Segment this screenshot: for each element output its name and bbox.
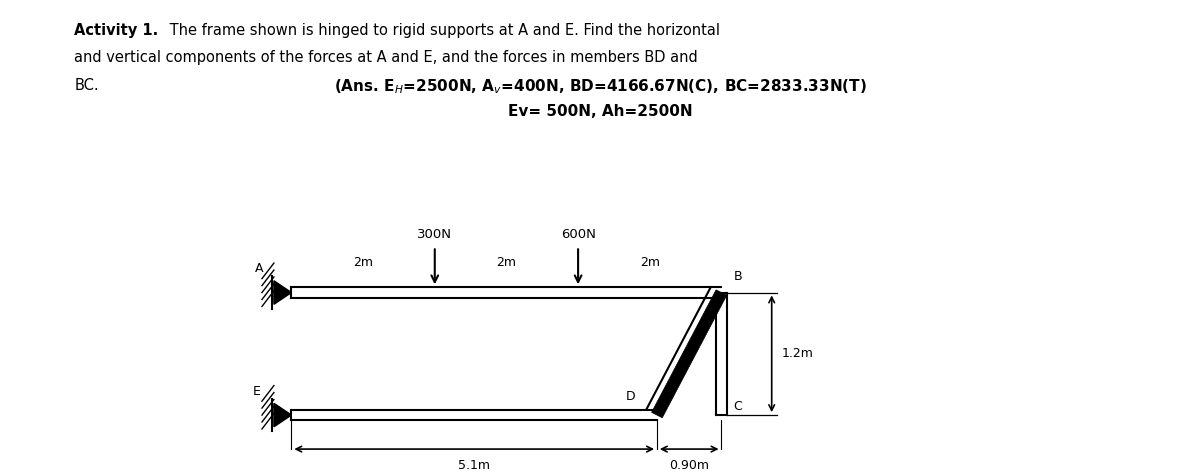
Text: 1.2m: 1.2m bbox=[781, 347, 814, 360]
Text: Ev= 500N, Ah=2500N: Ev= 500N, Ah=2500N bbox=[508, 104, 692, 119]
Text: 300N: 300N bbox=[418, 228, 452, 240]
Polygon shape bbox=[652, 290, 727, 418]
Text: and vertical components of the forces at A and E, and the forces in members BD a: and vertical components of the forces at… bbox=[74, 50, 698, 65]
Text: 2m: 2m bbox=[497, 256, 516, 269]
Text: Activity 1.: Activity 1. bbox=[74, 23, 158, 38]
Text: A: A bbox=[256, 262, 264, 275]
Text: 5.1m: 5.1m bbox=[458, 459, 490, 472]
Text: The frame shown is hinged to rigid supports at A and E. Find the horizontal: The frame shown is hinged to rigid suppo… bbox=[166, 23, 720, 38]
Text: B: B bbox=[733, 270, 742, 283]
Text: C: C bbox=[733, 400, 742, 413]
Text: 2m: 2m bbox=[640, 256, 660, 269]
Polygon shape bbox=[274, 281, 292, 304]
Text: BC.: BC. bbox=[74, 78, 100, 93]
Text: (Ans. E$_H$=2500N, A$_v$=400N, BD=4166.67N(C), BC=2833.33N(T): (Ans. E$_H$=2500N, A$_v$=400N, BD=4166.6… bbox=[334, 78, 866, 96]
Text: E: E bbox=[253, 385, 260, 397]
Text: D: D bbox=[625, 390, 635, 403]
Text: 2m: 2m bbox=[353, 256, 373, 269]
Text: 0.90m: 0.90m bbox=[670, 459, 709, 472]
Text: 600N: 600N bbox=[560, 228, 595, 240]
Polygon shape bbox=[274, 403, 292, 427]
